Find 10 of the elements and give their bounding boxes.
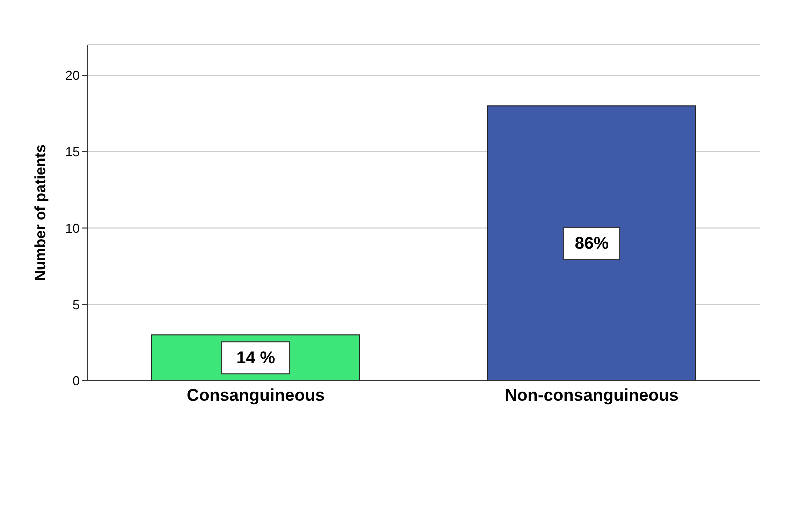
y-tick-label: 5 [72, 297, 80, 312]
y-axis-title: Number of patients [32, 144, 50, 282]
y-tick-label: 10 [66, 220, 80, 236]
y-tick-label: 0 [72, 374, 80, 389]
x-tick-label: Consanguineous [187, 386, 325, 406]
x-tick-label: Non-consanguineous [505, 386, 679, 406]
annotation: 14 % [236, 348, 276, 368]
y-tick-label: 15 [66, 144, 80, 160]
y-tick-label: 20 [66, 68, 80, 84]
annotation: 86% [574, 234, 610, 254]
